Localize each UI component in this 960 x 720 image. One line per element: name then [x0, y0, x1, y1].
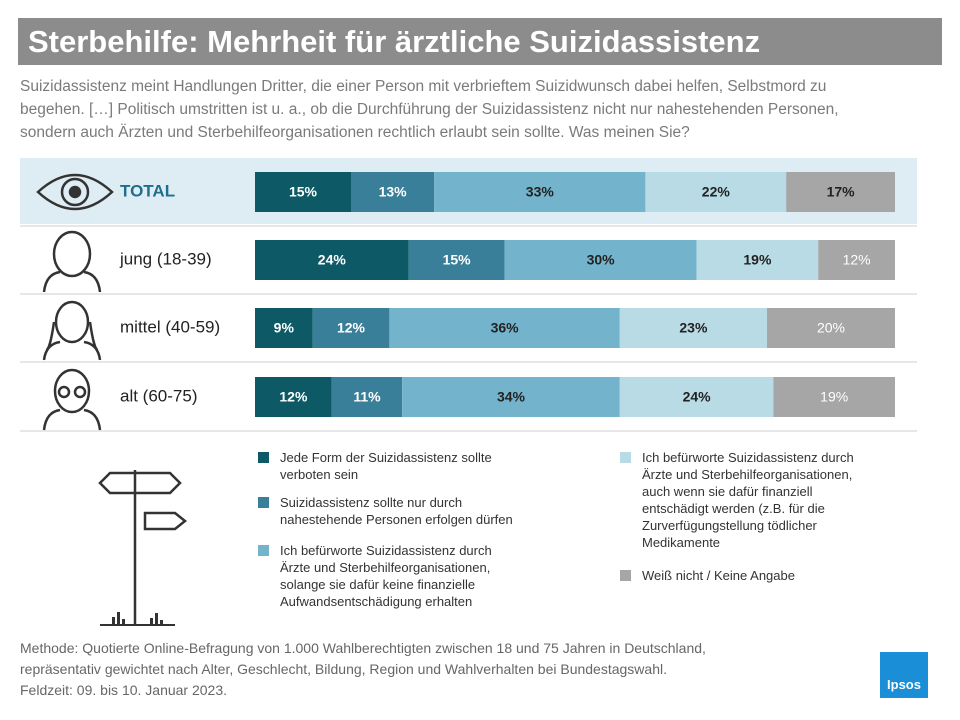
bar-segment	[619, 308, 767, 348]
value-label: 23%	[679, 320, 708, 336]
legend-label: Suizidassistenz sollte nur durch naheste…	[280, 495, 513, 527]
value-label: 34%	[497, 389, 526, 405]
legend-swatch	[258, 497, 269, 508]
note: Feldzeit: 09. bis 10. Januar 2023.	[20, 682, 228, 698]
note: repräsentativ gewichtet nach Alter, Gesc…	[20, 661, 667, 677]
icons	[36, 173, 188, 625]
bar-segment	[504, 240, 697, 280]
bar-segment	[255, 172, 351, 212]
bar-segment	[767, 308, 895, 348]
value-label: 15%	[443, 252, 472, 268]
legend-swatch	[258, 452, 269, 463]
bar-segment	[645, 172, 787, 212]
legend-label: Jede Form der Suizidassistenz sollte ver…	[280, 450, 492, 482]
category-label: TOTAL	[120, 181, 175, 200]
bar-segment	[408, 240, 505, 280]
bar-segment	[696, 240, 819, 280]
bar-segment	[351, 172, 435, 212]
value-label: 19%	[743, 252, 772, 268]
category-label: jung (18-39)	[119, 249, 212, 268]
logo: Ipsos	[880, 652, 928, 698]
value-label: 15%	[289, 184, 318, 200]
legend-label: Ich befürworte Suizidassistenz durch Ärz…	[642, 450, 854, 550]
subtitle: Suizidassistenz meint Handlungen Dritter…	[20, 78, 827, 95]
bar-segment	[255, 308, 313, 348]
value-label: 24%	[318, 252, 347, 268]
value-label: 17%	[827, 184, 856, 200]
category-label: mittel (40-59)	[120, 317, 220, 336]
legend-label: Ich befürworte Suizidassistenz durch Ärz…	[280, 543, 492, 609]
bar-segment	[619, 377, 774, 417]
value-label: 12%	[279, 389, 308, 405]
bar-segment	[434, 172, 646, 212]
legend-swatch	[620, 570, 631, 581]
legend-label: Weiß nicht / Keine Angabe	[642, 568, 795, 583]
value-label: 20%	[817, 320, 845, 336]
bar-segment	[331, 377, 403, 417]
subtitle: sondern auch Ärzten und Sterbehilfeorgan…	[20, 124, 690, 141]
value-label: 30%	[587, 252, 616, 268]
value-label: 11%	[353, 389, 381, 405]
bar-segment	[402, 377, 620, 417]
bar-segment	[255, 240, 409, 280]
legend-swatch	[258, 545, 269, 556]
subtitle: begehen. […] Politisch umstritten ist u.…	[20, 101, 839, 118]
value-label: 12%	[337, 320, 366, 336]
bar-segment	[255, 377, 332, 417]
category-label: alt (60-75)	[120, 386, 197, 405]
value-label: 9%	[274, 320, 295, 336]
value-label: 13%	[379, 184, 408, 200]
bar-segment	[389, 308, 620, 348]
note: Methode: Quotierte Online-Befragung von …	[20, 640, 706, 656]
bar-segment	[786, 172, 895, 212]
value-label: 24%	[683, 389, 712, 405]
value-label: 36%	[491, 320, 520, 336]
value-label: 22%	[702, 184, 731, 200]
value-label: 19%	[820, 389, 848, 405]
bar-segment	[312, 308, 390, 348]
legend-swatch	[620, 452, 631, 463]
row-separators	[20, 225, 917, 432]
ground-bars	[112, 612, 163, 625]
bar-segment	[773, 377, 895, 417]
value-label: 33%	[526, 184, 555, 200]
value-label: 12%	[843, 252, 871, 268]
chart-title: Sterbehilfe: Mehrheit für ärztliche Suiz…	[18, 18, 942, 65]
bar-segment	[818, 240, 895, 280]
